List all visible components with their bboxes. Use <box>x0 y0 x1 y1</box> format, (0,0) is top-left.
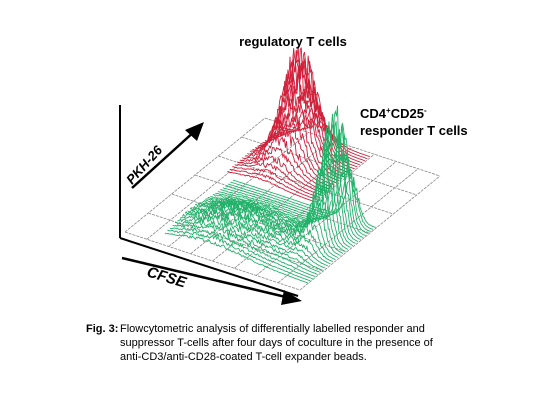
ridge-line <box>217 105 361 240</box>
caption-line: anti-CD3/anti-CD28-coated T-cell expande… <box>120 351 367 363</box>
superscript: - <box>424 106 427 115</box>
caption-number: Fig. 3: <box>86 323 118 335</box>
pkh-arrow <box>131 129 197 189</box>
grid-line <box>124 231 301 291</box>
ridge-line <box>169 227 313 280</box>
ridge-line <box>212 113 356 244</box>
ridge-line <box>177 216 321 273</box>
cfse-arrowhead <box>281 290 302 305</box>
ridge-line <box>232 172 376 228</box>
caption-line: suppressor T-cells after four days of co… <box>120 337 434 349</box>
ridge-line <box>172 223 316 278</box>
ridge-line <box>225 133 369 234</box>
pkh-arrowhead <box>185 122 204 141</box>
front-axis <box>119 237 299 297</box>
responder-label: CD4+CD25- <box>360 106 427 121</box>
ridge-line <box>230 166 374 230</box>
ridge-line <box>197 192 341 256</box>
ridge-line <box>242 135 330 190</box>
ridge-line <box>267 60 355 170</box>
ridge-line <box>210 121 354 247</box>
ridge-line <box>232 166 320 198</box>
superscript: + <box>386 106 391 115</box>
marker: CD4 <box>360 106 387 121</box>
ridge-line <box>227 152 371 232</box>
grid-line <box>148 212 324 272</box>
ridge-line <box>199 171 344 254</box>
title: regulatory T cells <box>239 34 347 49</box>
caption-line: Flowcytometric analysis of differentiall… <box>120 323 425 335</box>
ridge-line <box>215 121 359 242</box>
surface-plot <box>124 46 441 291</box>
ridge-line <box>229 169 318 200</box>
ridge-line <box>207 127 351 248</box>
cfse-arrow <box>121 256 291 300</box>
ridge-line <box>237 155 325 194</box>
ridge-line <box>167 229 311 282</box>
ridge-line <box>227 171 315 203</box>
ridge-line <box>222 121 366 236</box>
ridge-line <box>234 162 323 196</box>
x-axis-label: CFSE <box>145 264 189 292</box>
marker: CD25 <box>391 106 424 121</box>
ridge-line <box>179 212 323 271</box>
ridge-line <box>182 208 326 269</box>
ridge-line <box>164 232 308 284</box>
responder-label-line: responder T cells <box>360 123 468 138</box>
ridge-line <box>205 141 349 250</box>
